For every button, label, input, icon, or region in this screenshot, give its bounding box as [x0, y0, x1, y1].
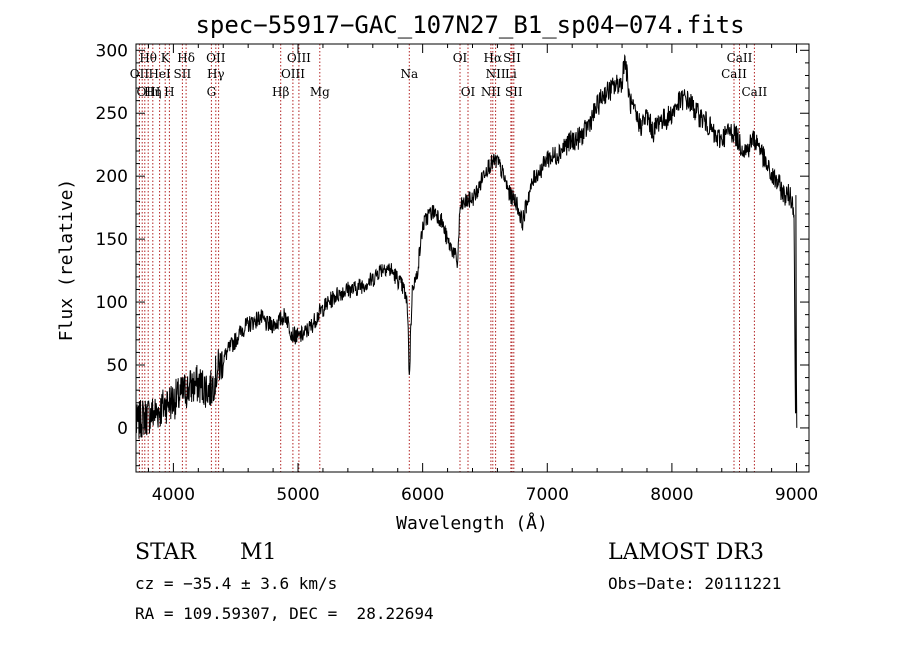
x-tick-label: 7000 — [526, 485, 569, 505]
line-label: OIII — [287, 51, 311, 65]
line-label: SII — [505, 85, 523, 99]
line-label: Hγ — [207, 67, 225, 81]
x-axis: 4000 5000 6000 7000 8000 9000 — [147, 44, 818, 505]
line-label: OI — [453, 51, 468, 65]
line-label: OII — [206, 51, 226, 65]
line-label: Hη — [144, 85, 162, 99]
x-tick-label: 5000 — [276, 485, 319, 505]
plot-frame — [135, 43, 810, 473]
y-tick-label: 200 — [96, 167, 128, 187]
spectrum-line — [135, 54, 798, 439]
y-tick-label: 50 — [106, 356, 128, 376]
line-label: Mg — [310, 85, 330, 99]
object-class: STAR — [135, 540, 196, 565]
line-label: Hβ — [272, 85, 289, 99]
object-subclass: M1 — [240, 540, 277, 565]
line-label: Hθ — [139, 51, 157, 65]
y-tick-label: 100 — [96, 293, 128, 313]
x-axis-label: Wavelength (Å) — [396, 512, 548, 534]
line-label: OI — [461, 85, 476, 99]
line-label: Li — [505, 67, 517, 81]
survey-name: LAMOST DR3 — [608, 540, 764, 565]
line-label: H — [164, 85, 174, 99]
line-label: Na — [400, 67, 418, 81]
observation-date: Obs−Date: 20111221 — [608, 574, 782, 593]
line-label: NII — [481, 85, 501, 99]
line-label: CaII — [741, 85, 767, 99]
line-label: OII — [130, 67, 150, 81]
y-axis: 0 50 100 150 200 250 300 — [96, 41, 809, 467]
line-label: SII — [503, 51, 521, 65]
emission-line-markers — [138, 44, 755, 472]
line-label: OIII — [281, 67, 305, 81]
redshift-cz: cz = −35.4 ± 3.6 km/s — [135, 574, 338, 593]
x-tick-label: 8000 — [650, 485, 693, 505]
y-tick-label: 250 — [96, 104, 128, 124]
line-label: G — [207, 85, 217, 99]
y-tick-label: 0 — [117, 419, 128, 439]
line-label: SII — [174, 67, 192, 81]
line-label: K — [161, 51, 171, 65]
y-axis-label: Flux (relative) — [56, 179, 77, 342]
line-label: Hα — [484, 51, 503, 65]
x-tick-label: 4000 — [152, 485, 195, 505]
line-label: NII — [486, 67, 506, 81]
y-tick-label: 300 — [96, 41, 128, 61]
line-label: OIII — [136, 85, 160, 99]
chart-title: spec−55917−GAC_107N27_B1_sp04−074.fits — [195, 11, 744, 39]
line-label: CaII — [721, 67, 747, 81]
y-tick-label: 150 — [96, 230, 128, 250]
x-tick-label: 6000 — [401, 485, 444, 505]
line-label: CaII — [727, 51, 753, 65]
x-tick-label: 9000 — [775, 485, 818, 505]
ra-dec: RA = 109.59307, DEC = 28.22694 — [135, 604, 434, 623]
line-label: Hδ — [177, 51, 195, 65]
line-label: HeI — [148, 67, 171, 81]
